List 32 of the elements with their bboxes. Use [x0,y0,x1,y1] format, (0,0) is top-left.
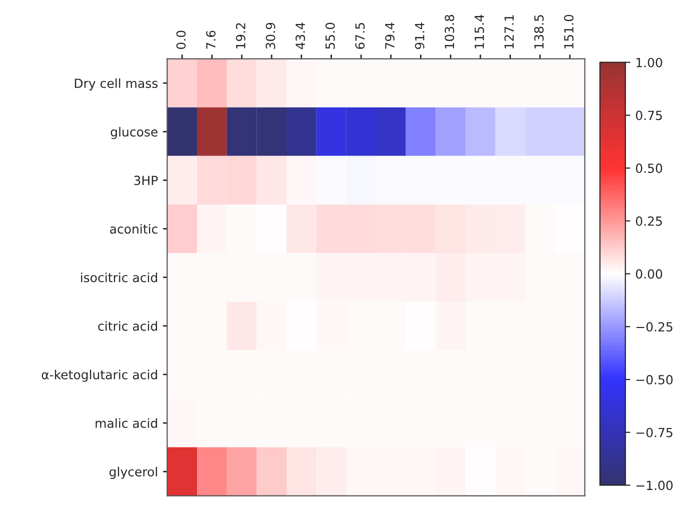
color-bar-label: −0.50 [636,374,673,384]
x-tick-label: 55.0 [325,22,335,49]
color-bar-label: 0.25 [636,216,662,226]
x-tick-label: 19.2 [236,23,246,48]
y-tick-label: aconitic [110,224,158,234]
x-tick-label: 0.0 [176,30,186,49]
y-tick-label: 3HP [134,176,158,186]
x-tick-label: 151.0 [564,14,574,48]
x-tick-label: 43.4 [296,22,306,50]
x-tick-label: 7.6 [206,30,216,49]
y-tick-label: α-ketoglutaric acid [42,370,158,382]
color-bar-label: 0.75 [636,110,662,120]
color-bar-label: 0.00 [636,269,662,279]
y-tick-label: glycerol [109,466,157,479]
color-bar-label: −1.00 [636,480,673,490]
x-tick-label: 30.9 [266,22,276,49]
y-tick-label: glucose [110,126,158,139]
x-tick-label: 79.4 [385,22,395,49]
color-bar-label: −0.25 [636,322,672,332]
x-tick-label: 67.5 [355,23,365,49]
y-tick-label: isocitric acid [81,272,158,282]
x-tick-label: 91.4 [414,22,424,49]
x-tick-label: 103.8 [444,14,454,48]
y-tick-label: citric acid [98,321,158,331]
color-bar-label: 1.00 [636,58,662,68]
x-tick-label: 115.4 [474,14,484,48]
y-tick-label: malic acid [96,418,158,428]
y-tick-label: Dry cell mass [74,78,158,90]
x-tick-label: 127.1 [504,15,514,48]
x-tick-label: 138.5 [534,15,544,48]
color-bar-label: 0.50 [636,164,662,173]
color-bar-label: −0.75 [636,428,672,438]
